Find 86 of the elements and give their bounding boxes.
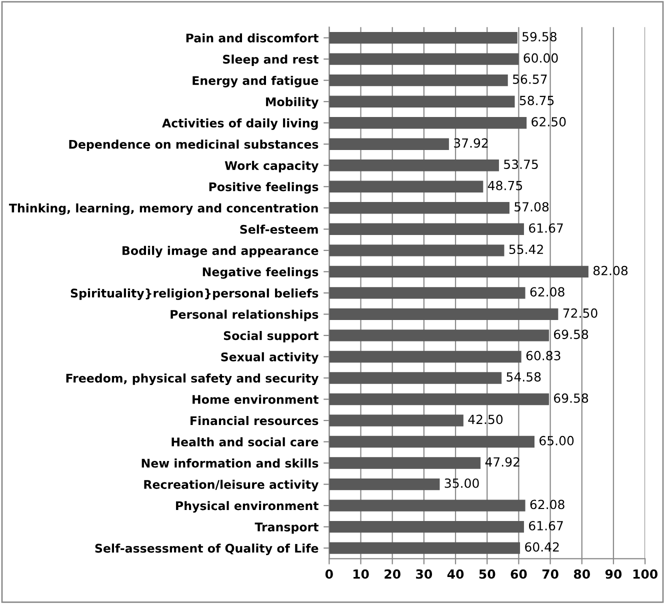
data-label: 59.58 xyxy=(522,32,556,42)
bar xyxy=(329,436,534,448)
y-tick-label: Personal relationships xyxy=(170,310,318,322)
x-tick-label: 90 xyxy=(605,569,622,579)
bar xyxy=(329,32,518,44)
y-tick-label: Self-assessment of Quality of Life xyxy=(95,544,318,556)
y-tick-label: Positive feelings xyxy=(209,182,318,194)
data-label: 42.50 xyxy=(468,414,503,424)
data-label: 62.50 xyxy=(532,117,566,126)
bar xyxy=(329,350,522,363)
bar xyxy=(329,393,549,406)
y-tick-label: Negative feelings xyxy=(202,267,318,279)
bar xyxy=(329,202,510,214)
y-tick-label: Home environment xyxy=(192,394,318,404)
bar xyxy=(329,542,520,554)
y-tick-label: Pain and discomfort xyxy=(186,33,318,42)
y-tick-label: Dependence on medicinal substances xyxy=(69,140,318,152)
y-tick-label: Sleep and rest xyxy=(223,54,318,66)
bar xyxy=(329,96,515,108)
x-tick-label: 60 xyxy=(510,569,527,579)
bar xyxy=(329,160,499,172)
data-label: 54.58 xyxy=(506,372,541,382)
data-label: 65.00 xyxy=(540,436,574,446)
data-label: 37.92 xyxy=(454,138,488,148)
data-label: 60.42 xyxy=(525,542,559,552)
data-label: 60.83 xyxy=(526,350,560,360)
y-tick-label: New information and skills xyxy=(142,458,318,468)
bar xyxy=(329,74,508,86)
data-label: 53.75 xyxy=(504,160,538,169)
data-label: 62.08 xyxy=(530,287,564,297)
y-tick-label: Energy and fatigue xyxy=(192,76,318,88)
bar xyxy=(329,520,524,533)
data-label: 48.75 xyxy=(488,180,522,190)
bar xyxy=(329,266,588,278)
data-label: 61.67 xyxy=(529,223,563,233)
data-label: 58.75 xyxy=(520,96,554,106)
x-tick-label: 10 xyxy=(353,569,369,579)
bar xyxy=(329,414,464,426)
x-tick-label: 70 xyxy=(542,569,558,579)
y-tick-label: Recreation/leisure activity xyxy=(144,480,319,492)
x-tick-label: 100 xyxy=(633,569,658,579)
data-label: 69.58 xyxy=(554,330,588,340)
y-tick-label: Physical environment xyxy=(176,501,318,513)
y-tick-label: Social support xyxy=(224,330,318,342)
bar xyxy=(329,478,440,490)
bar xyxy=(329,287,526,299)
y-tick-label: Bodily image and appearance xyxy=(122,246,318,258)
x-tick-label: 30 xyxy=(416,569,432,579)
y-tick-label: Thinking, learning, memory and concentration xyxy=(8,203,318,215)
bar xyxy=(329,223,524,236)
data-label: 69.58 xyxy=(554,393,588,403)
y-tick-label: Transport xyxy=(254,522,318,534)
y-tick-label: Self-esteem xyxy=(240,224,318,234)
data-label: 56.57 xyxy=(512,74,547,84)
y-tick-label: Spirituality}religion}personal beliefs xyxy=(70,288,318,300)
data-label: 57.08 xyxy=(514,202,549,212)
data-label: 47.92 xyxy=(485,457,520,467)
data-label: 82.08 xyxy=(593,266,628,276)
data-label: 62.08 xyxy=(530,500,564,510)
bar xyxy=(329,372,502,384)
bar xyxy=(329,180,484,192)
y-tick-label: Health and social care xyxy=(172,437,318,446)
x-tick-label: 20 xyxy=(384,569,400,579)
x-tick-label: 50 xyxy=(479,569,496,579)
data-label: 60.00 xyxy=(524,53,558,63)
y-tick-label: Work capacity xyxy=(224,160,319,172)
y-tick-label: Activities of daily living xyxy=(162,118,318,130)
y-tick-label: Sexual activity xyxy=(221,352,319,364)
x-tick-label: 40 xyxy=(447,569,464,579)
bar xyxy=(329,500,526,512)
bar xyxy=(329,53,519,65)
data-label: 72.50 xyxy=(563,308,598,318)
y-tick-label: Financial resources xyxy=(190,416,318,426)
bar xyxy=(329,330,549,342)
bar xyxy=(329,138,449,150)
bar xyxy=(329,308,558,320)
x-tick-label: 80 xyxy=(574,569,590,579)
y-tick-label: Mobility xyxy=(266,97,319,109)
bar xyxy=(329,457,481,469)
x-tick-label: 0 xyxy=(325,569,333,579)
data-label: 55.42 xyxy=(509,244,543,254)
y-tick-label: Freedom, physical safety and security xyxy=(66,374,319,386)
data-label: 35.00 xyxy=(444,478,479,488)
bar xyxy=(329,117,527,129)
bar xyxy=(329,244,504,256)
data-label: 61.67 xyxy=(529,520,563,530)
